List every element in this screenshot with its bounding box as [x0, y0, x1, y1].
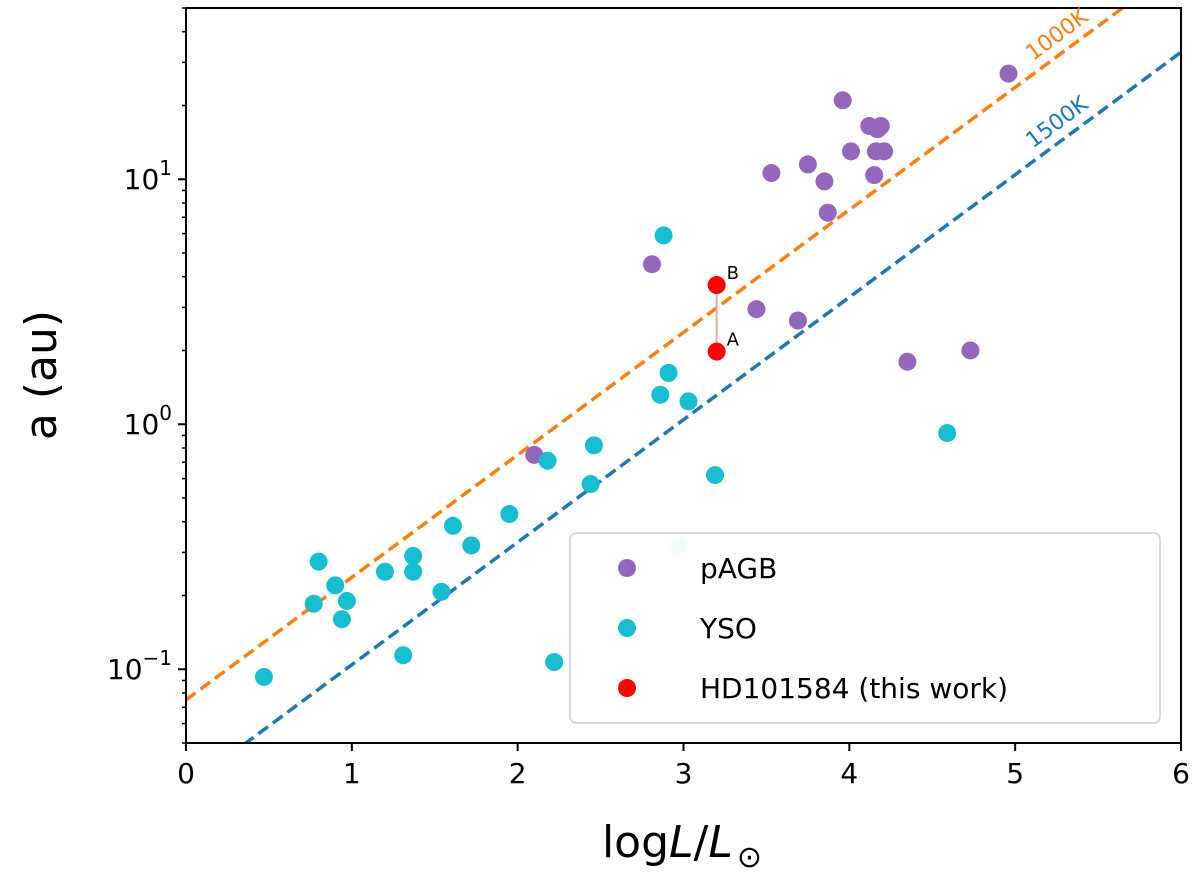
point-yso-24	[938, 424, 957, 443]
point-yso-1	[304, 594, 323, 613]
y-tick-label-1: 100	[124, 401, 172, 441]
point-yso-10	[432, 582, 451, 601]
legend: pAGB YSO HD101584 (this work)	[569, 532, 1161, 724]
legend-marker-pagb	[618, 559, 636, 577]
reference-line-1500k	[242, 50, 1181, 743]
point-yso-13	[500, 505, 519, 524]
x-axis-label-log: log	[602, 817, 669, 868]
point-pagb-11	[865, 166, 884, 185]
point-yso-4	[332, 610, 351, 629]
point-pagb-14	[871, 116, 890, 135]
point-yso-22	[679, 392, 698, 411]
x-tick-label-0: 0	[177, 757, 195, 790]
point-yso-5	[337, 591, 356, 610]
point-yso-19	[654, 226, 673, 245]
point-yso-23	[706, 466, 725, 485]
point-yso-17	[584, 436, 603, 455]
x-axis-label: logL/L ⊙	[602, 817, 762, 875]
point-pagb-15	[875, 142, 894, 161]
point-pagb-9	[841, 142, 860, 161]
x-tick-label-2: 2	[509, 757, 527, 790]
point-pagb-18	[999, 64, 1018, 83]
point-pagb-17	[961, 341, 980, 360]
point-yso-0	[254, 667, 273, 686]
point-pagb-1	[642, 255, 661, 274]
legend-label-hd101584: HD101584 (this work)	[700, 672, 1008, 705]
x-axis-label-sun: ⊙	[737, 840, 762, 875]
point-pagb-4	[788, 311, 807, 330]
hd101584-label-a: A	[727, 330, 740, 351]
point-pagb-2	[747, 300, 766, 319]
x-axis-label-l: L	[669, 817, 694, 868]
point-yso-11	[443, 516, 462, 535]
legend-label-pagb: pAGB	[700, 552, 777, 585]
point-yso-9	[404, 546, 423, 565]
point-pagb-7	[818, 203, 837, 222]
point-yso-7	[394, 646, 413, 665]
legend-box	[569, 532, 1161, 724]
x-tick-label-3: 3	[675, 757, 693, 790]
plot-area	[186, 8, 1181, 743]
point-yso-18	[651, 385, 670, 404]
y-axis-label: a (au)	[16, 310, 67, 440]
reference-line-1000k	[186, 8, 1126, 702]
point-yso-3	[326, 576, 345, 595]
y-tick-label-0: 10−1	[107, 646, 172, 686]
legend-label-yso: YSO	[699, 612, 757, 645]
y-tick-label-2: 101	[124, 156, 172, 196]
point-yso-2	[309, 552, 328, 571]
x-tick-label-1: 1	[343, 757, 361, 790]
point-pagb-16	[898, 352, 917, 371]
point-pagb-3	[762, 164, 781, 183]
point-yso-20	[659, 363, 678, 382]
point-yso-15	[545, 653, 564, 672]
point-yso-12	[462, 536, 481, 555]
plot-inner	[186, 8, 1181, 743]
point-yso-16	[581, 475, 600, 494]
point-hd101584-1	[707, 276, 726, 295]
svg-text:logL/L⊙: logL/L ⊙	[602, 817, 762, 875]
x-tick-label-5: 5	[1006, 757, 1024, 790]
point-pagb-5	[798, 155, 817, 174]
x-axis-label-lsun: L	[708, 817, 733, 868]
x-axis-label-slash: /	[694, 817, 709, 868]
point-yso-8	[404, 562, 423, 581]
point-pagb-8	[833, 91, 852, 110]
point-yso-14	[538, 451, 557, 470]
hd101584-label-b: B	[727, 263, 739, 284]
point-yso-6	[376, 562, 394, 581]
point-pagb-6	[815, 172, 834, 191]
legend-marker-hd101584	[618, 679, 636, 697]
x-tick-label-6: 6	[1172, 757, 1190, 790]
legend-marker-yso	[618, 619, 636, 637]
point-hd101584-0	[707, 342, 726, 361]
x-tick-label-4: 4	[840, 757, 858, 790]
